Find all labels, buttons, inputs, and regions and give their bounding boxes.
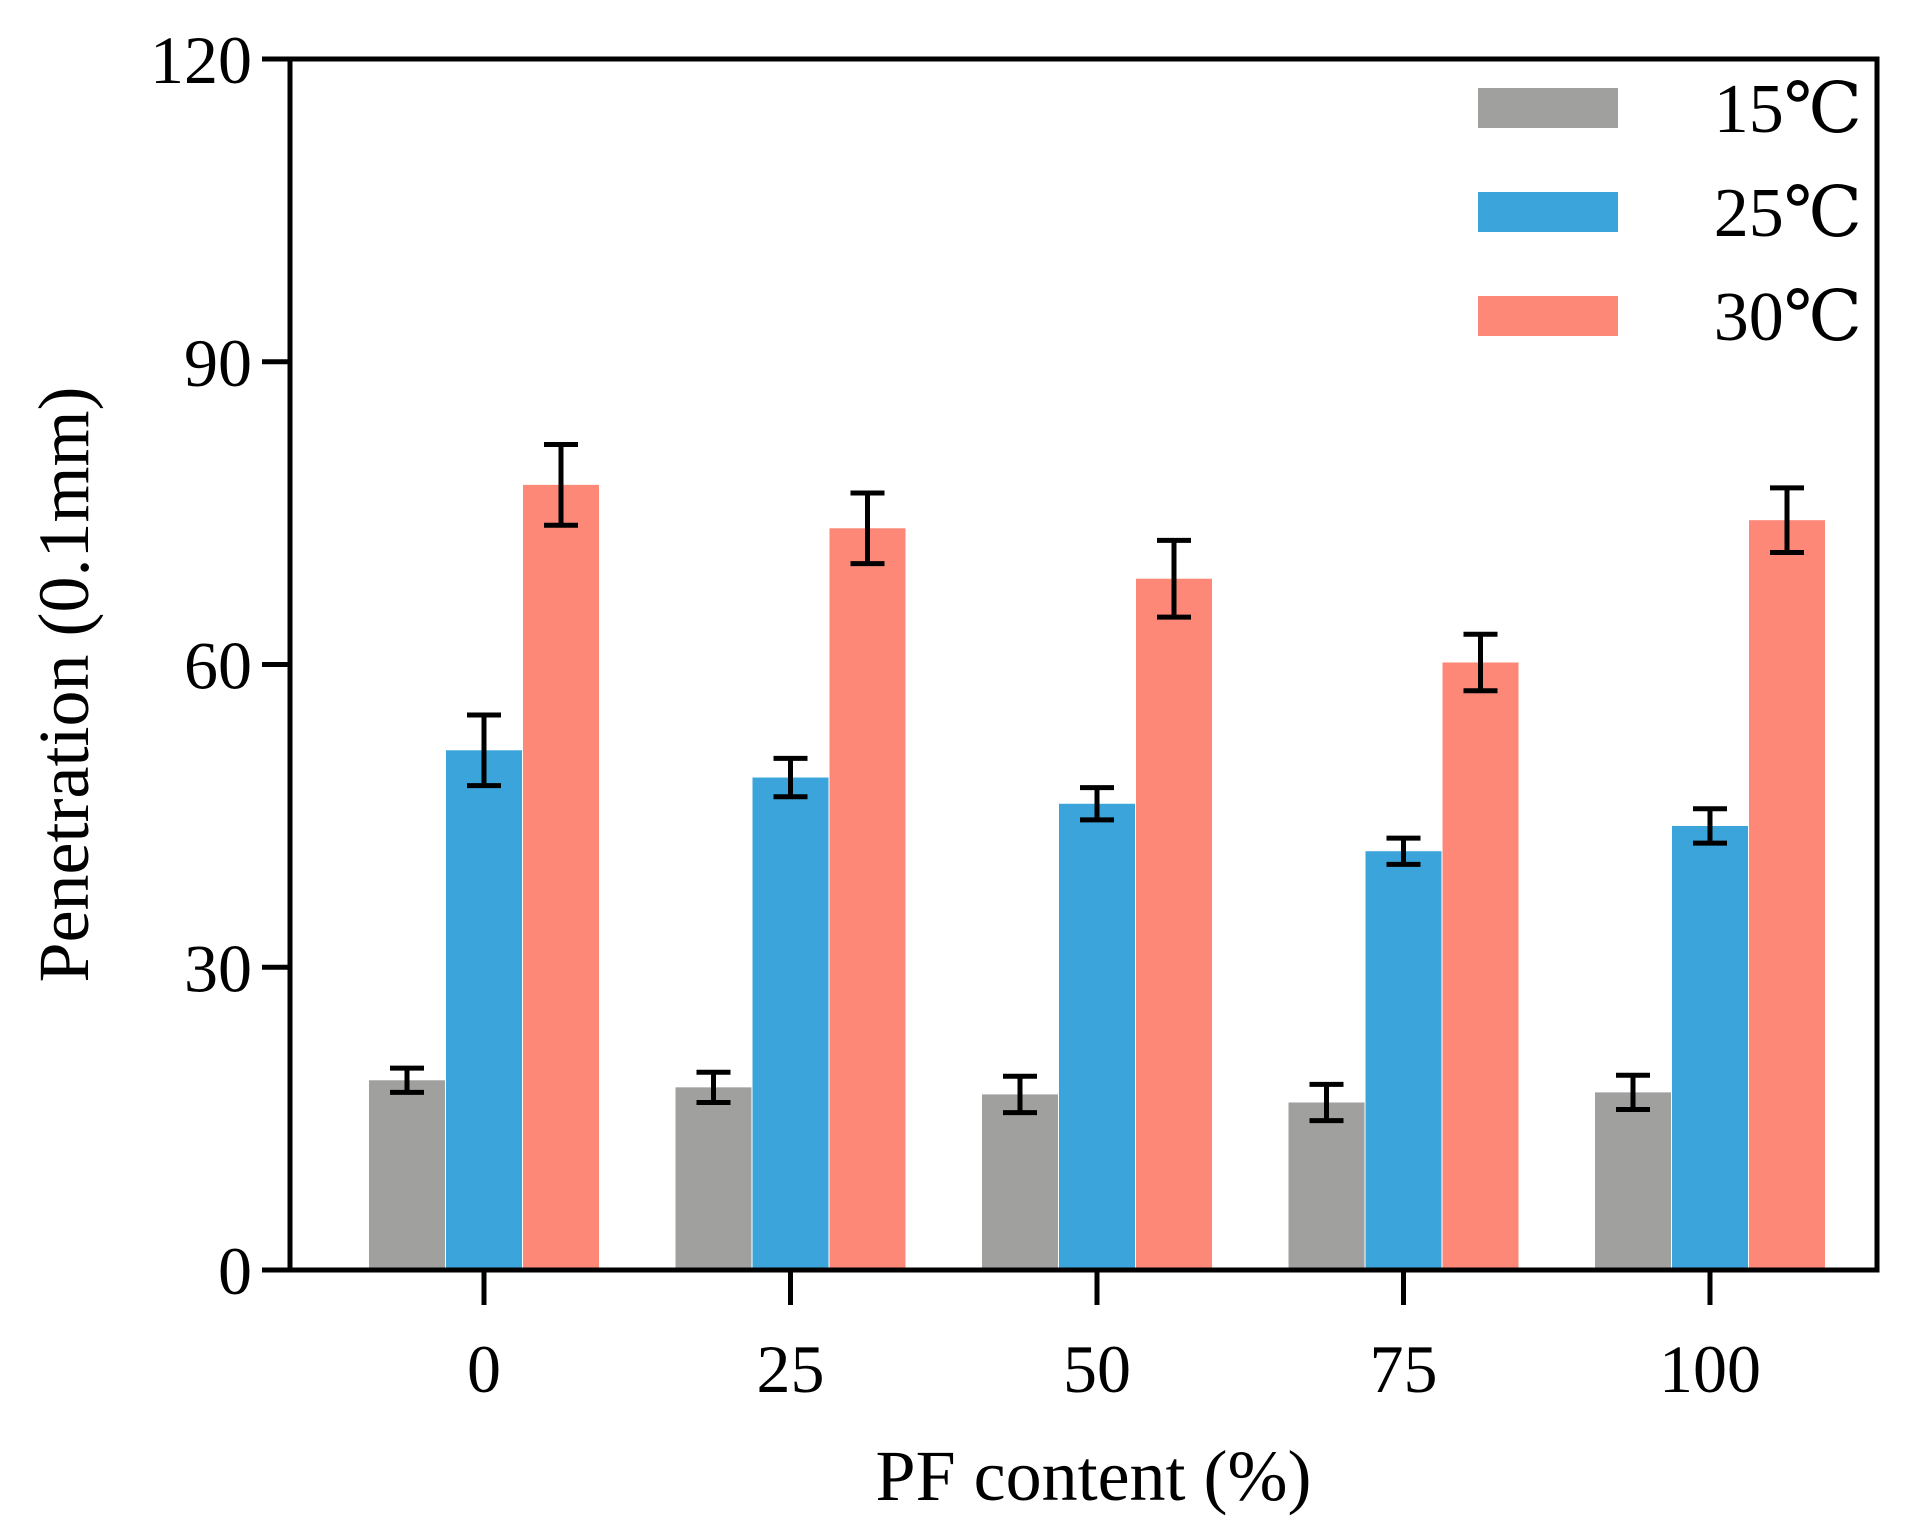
y-axis-title: Penetration (0.1mm) — [24, 387, 104, 983]
y-tick-label-60: 60 — [184, 628, 252, 704]
x-tick-label-50: 50 — [1063, 1331, 1131, 1407]
bar-1-75 — [1288, 1102, 1365, 1270]
bar-2-0 — [446, 750, 522, 1270]
legend-swatch-1 — [1478, 88, 1618, 128]
y-tick-label-0: 0 — [218, 1233, 252, 1309]
bar-1-50 — [982, 1094, 1058, 1270]
legend-label-1: 15℃ — [1714, 71, 1862, 148]
x-axis-title: PF content (%) — [876, 1436, 1312, 1516]
bar-2-50 — [1059, 803, 1135, 1270]
legend-swatch-3 — [1478, 296, 1618, 336]
x-tick-label-100: 100 — [1659, 1331, 1761, 1407]
legend: 15℃ 25℃ 30℃ — [1478, 71, 1862, 356]
bar-3-75 — [1442, 662, 1519, 1270]
legend-swatch-2 — [1478, 192, 1618, 232]
bar-3-25 — [829, 528, 906, 1270]
error-bars-group — [390, 442, 1804, 1124]
bar-3-0 — [523, 484, 599, 1270]
y-tick-label-30: 30 — [184, 930, 252, 1006]
bar-2-100 — [1672, 825, 1748, 1270]
y-tick-label-90: 90 — [184, 325, 252, 401]
legend-label-2: 25℃ — [1714, 175, 1862, 252]
ticks-group: 0 30 60 90 120 0 25 50 75 100 — [150, 22, 1761, 1407]
x-tick-label-0: 0 — [467, 1331, 501, 1407]
bar-3-50 — [1136, 578, 1212, 1270]
bar-1-25 — [675, 1087, 752, 1270]
x-tick-label-75: 75 — [1370, 1331, 1438, 1407]
y-tick-label-120: 120 — [150, 22, 252, 98]
bars-group — [369, 484, 1825, 1270]
legend-label-3: 30℃ — [1714, 279, 1862, 356]
x-tick-label-25: 25 — [757, 1331, 825, 1407]
bar-2-75 — [1365, 851, 1442, 1270]
bar-1-0 — [369, 1080, 445, 1270]
bar-3-100 — [1749, 520, 1825, 1270]
bar-1-100 — [1595, 1092, 1671, 1270]
bar-2-25 — [752, 777, 829, 1270]
